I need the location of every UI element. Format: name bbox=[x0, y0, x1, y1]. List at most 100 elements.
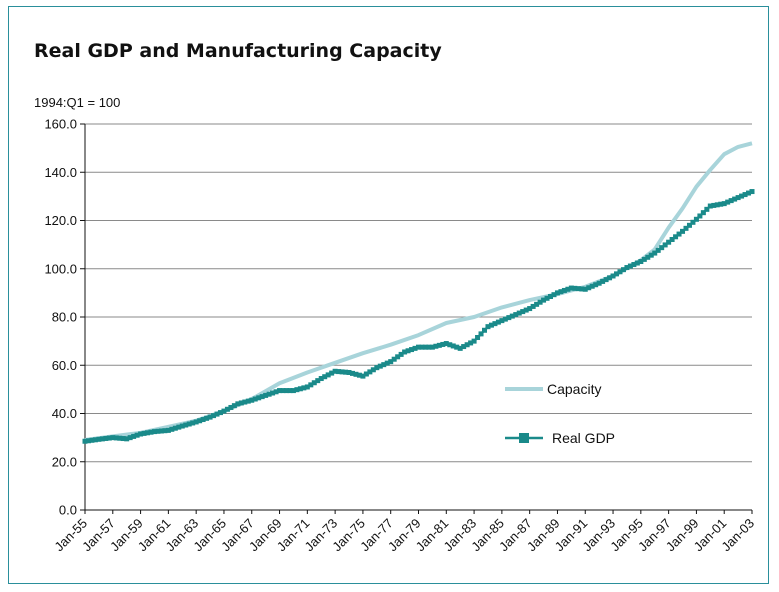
data-point bbox=[711, 202, 717, 208]
y-tick-label: 20.0 bbox=[52, 454, 77, 469]
data-point bbox=[110, 435, 116, 441]
data-point bbox=[381, 362, 387, 368]
legend-label: Real GDP bbox=[552, 430, 615, 446]
data-point bbox=[700, 210, 706, 216]
data-point bbox=[165, 427, 171, 433]
data-point bbox=[349, 370, 355, 376]
data-point bbox=[325, 372, 331, 378]
data-point bbox=[200, 417, 206, 423]
data-point bbox=[464, 342, 470, 348]
data-point bbox=[471, 338, 477, 344]
data-point bbox=[151, 429, 157, 435]
data-point bbox=[725, 199, 731, 205]
data-point bbox=[686, 222, 692, 228]
data-point bbox=[89, 437, 95, 443]
data-point bbox=[645, 254, 651, 260]
data-point bbox=[183, 422, 189, 428]
data-point bbox=[207, 414, 213, 420]
data-point bbox=[596, 280, 602, 286]
data-point bbox=[641, 256, 647, 262]
data-point bbox=[548, 293, 554, 299]
data-point bbox=[141, 430, 147, 436]
data-point bbox=[231, 403, 237, 409]
data-point bbox=[485, 324, 491, 330]
data-point bbox=[409, 347, 415, 353]
data-point bbox=[638, 259, 644, 265]
data-point bbox=[454, 344, 460, 350]
data-point bbox=[544, 295, 550, 301]
gridlines bbox=[85, 123, 752, 463]
data-point bbox=[607, 275, 613, 281]
data-point bbox=[541, 297, 547, 303]
data-point bbox=[193, 419, 199, 425]
data-point bbox=[85, 438, 91, 444]
data-point bbox=[652, 250, 658, 256]
data-point bbox=[224, 406, 230, 412]
data-point bbox=[280, 388, 286, 394]
data-point bbox=[263, 392, 269, 398]
data-point bbox=[172, 425, 178, 431]
data-point bbox=[158, 428, 164, 434]
data-point bbox=[537, 299, 543, 305]
data-point bbox=[315, 378, 321, 384]
data-point bbox=[572, 285, 578, 291]
data-point bbox=[662, 242, 668, 248]
chart-frame bbox=[8, 6, 769, 584]
data-point bbox=[353, 371, 359, 377]
data-point bbox=[523, 307, 529, 313]
data-point bbox=[294, 387, 300, 393]
data-point bbox=[648, 252, 654, 258]
data-point bbox=[506, 315, 512, 321]
data-point bbox=[332, 368, 338, 374]
data-point bbox=[127, 435, 133, 441]
data-point bbox=[620, 267, 626, 273]
data-point bbox=[419, 344, 425, 350]
y-tick-label: 60.0 bbox=[52, 358, 77, 373]
data-point bbox=[398, 351, 404, 357]
data-point bbox=[589, 283, 595, 289]
data-point bbox=[124, 436, 130, 442]
data-point bbox=[402, 349, 408, 355]
data-point bbox=[148, 429, 154, 435]
data-point bbox=[673, 234, 679, 240]
data-point bbox=[190, 420, 196, 426]
data-point bbox=[308, 382, 314, 388]
data-point bbox=[721, 201, 727, 207]
data-point bbox=[426, 344, 432, 350]
data-point bbox=[245, 398, 251, 404]
data-point bbox=[370, 367, 376, 373]
data-point bbox=[238, 400, 244, 406]
data-point bbox=[433, 343, 439, 349]
data-point bbox=[527, 306, 533, 312]
data-point bbox=[277, 388, 283, 394]
data-point bbox=[488, 322, 494, 328]
data-point bbox=[113, 435, 119, 441]
data-point bbox=[290, 388, 296, 394]
data-point bbox=[412, 345, 418, 351]
data-point bbox=[297, 386, 303, 392]
data-point bbox=[99, 436, 105, 442]
data-point bbox=[586, 285, 592, 291]
data-point bbox=[568, 285, 574, 291]
data-point bbox=[565, 286, 571, 292]
data-point bbox=[582, 286, 588, 292]
data-point bbox=[704, 206, 710, 212]
data-point bbox=[131, 433, 137, 439]
data-point bbox=[749, 189, 755, 195]
data-point bbox=[242, 399, 248, 405]
legend-swatch-marker bbox=[519, 433, 529, 443]
data-point bbox=[211, 413, 217, 419]
data-point bbox=[575, 286, 581, 292]
series-line-capacity bbox=[84, 141, 753, 442]
data-point bbox=[666, 239, 672, 245]
data-point bbox=[367, 369, 373, 375]
data-point bbox=[554, 290, 560, 296]
data-point bbox=[363, 371, 369, 377]
data-point bbox=[593, 282, 599, 288]
data-point bbox=[221, 408, 227, 414]
data-point bbox=[283, 388, 289, 394]
data-point bbox=[252, 396, 258, 402]
data-point bbox=[395, 354, 401, 360]
data-point bbox=[475, 335, 481, 341]
